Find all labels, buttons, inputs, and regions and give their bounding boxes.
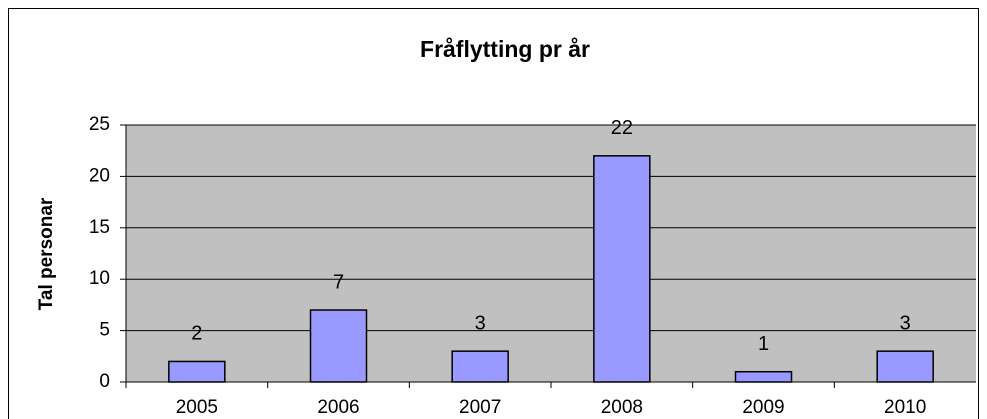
y-tick-label: 20 (89, 165, 110, 186)
data-label: 2 (191, 323, 202, 345)
x-tick-label: 2006 (317, 397, 359, 418)
y-tick-label: 10 (89, 268, 110, 289)
data-label: 7 (333, 271, 344, 293)
data-label: 3 (900, 312, 911, 334)
plot-area (126, 125, 976, 382)
y-tick-label: 15 (89, 217, 110, 238)
x-tick-label: 2005 (176, 397, 218, 418)
y-tick-label: 0 (99, 371, 110, 392)
x-tick-label: 2007 (459, 397, 501, 418)
chart-title: Fråflytting pr år (420, 36, 590, 62)
y-tick-label: 25 (89, 114, 110, 135)
x-tick-label: 2010 (884, 397, 926, 418)
bar (168, 360, 226, 383)
bar (451, 350, 509, 383)
y-axis-label: Tal personar (36, 197, 57, 310)
bar (309, 309, 368, 383)
x-tick-label: 2008 (601, 397, 643, 418)
x-tick-label: 2009 (742, 397, 784, 418)
y-tick-label: 5 (99, 320, 110, 341)
bar (876, 350, 934, 383)
bar (734, 370, 793, 383)
bar (593, 155, 651, 383)
data-label: 1 (758, 333, 769, 355)
data-label: 22 (611, 117, 633, 139)
data-label: 3 (475, 312, 486, 334)
